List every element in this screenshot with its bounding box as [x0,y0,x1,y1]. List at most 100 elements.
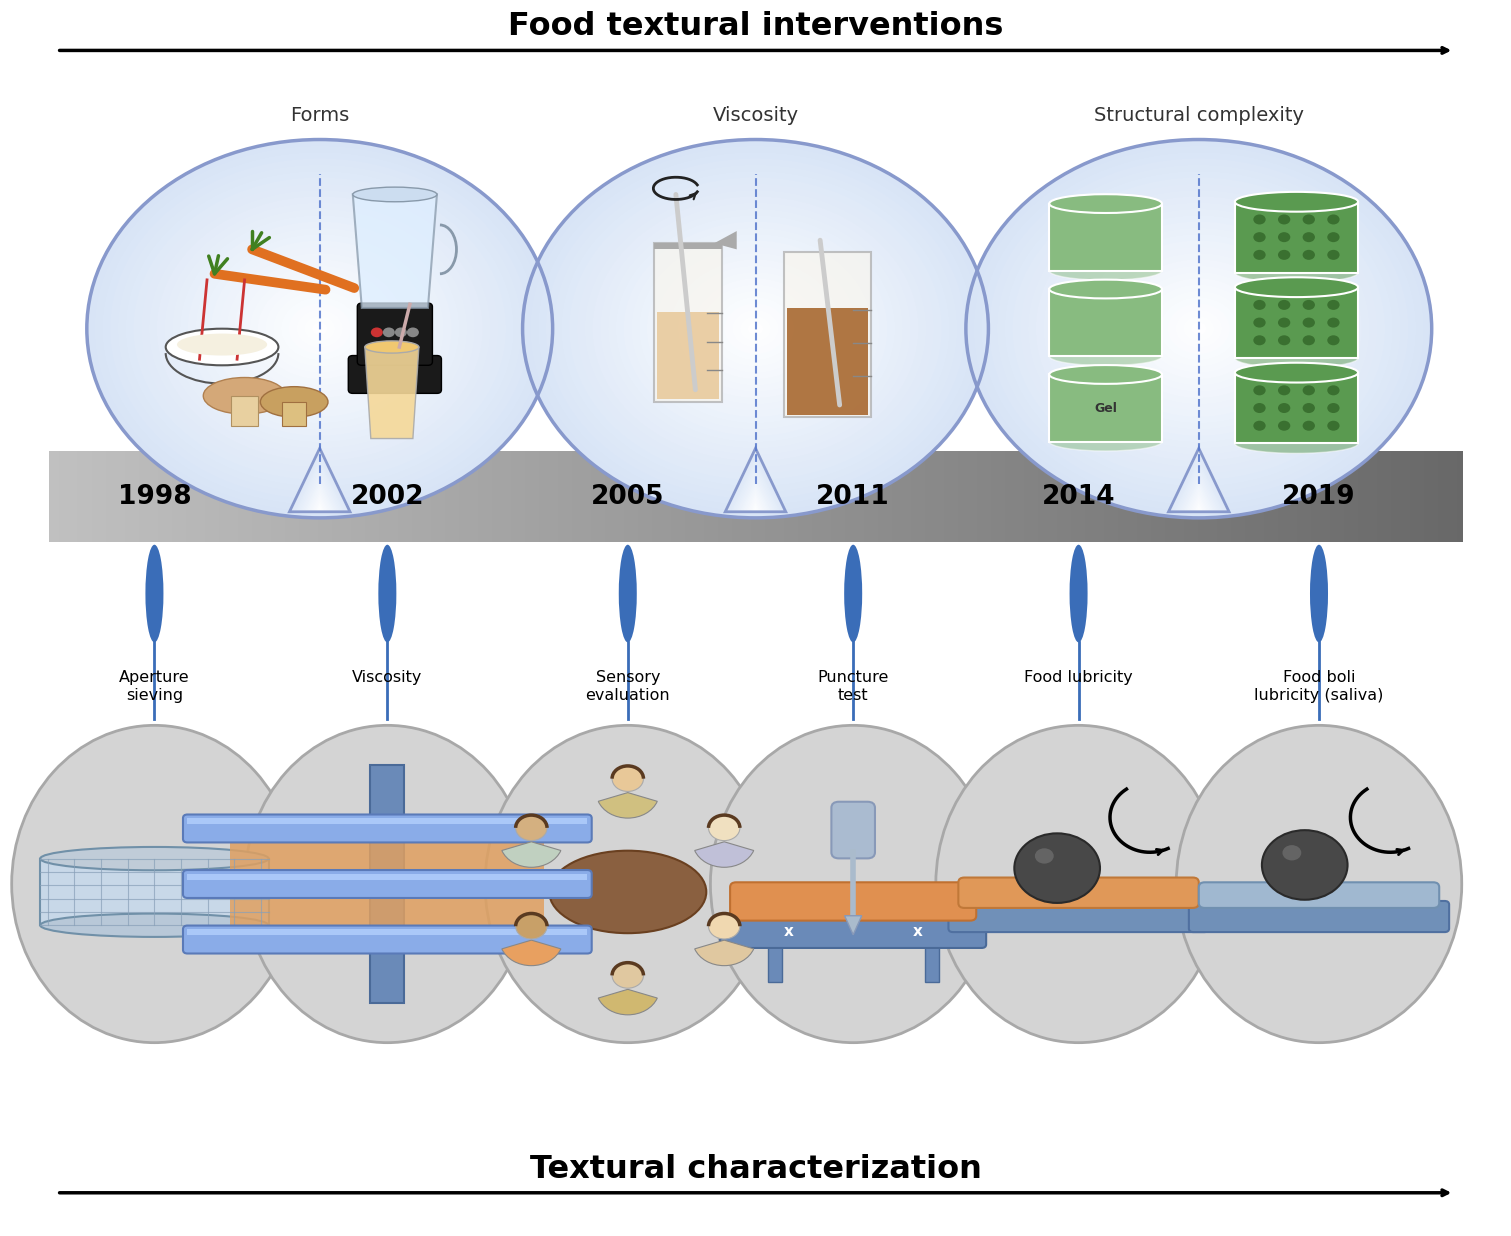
Circle shape [103,152,536,506]
Bar [1000,451,1006,543]
Polygon shape [290,449,351,512]
Bar [157,451,163,543]
Polygon shape [751,502,760,512]
Bar [266,451,272,543]
Ellipse shape [1234,192,1358,211]
Bar [1151,451,1157,543]
Bar [1367,451,1373,543]
Polygon shape [304,477,337,512]
Polygon shape [301,471,340,512]
Bar [1018,451,1026,543]
Bar [1085,451,1091,543]
Circle shape [639,234,872,423]
Circle shape [1153,290,1245,367]
Bar [529,451,536,543]
Bar [493,451,499,543]
Bar [444,451,450,543]
Circle shape [1253,335,1266,345]
Bar [1387,451,1393,543]
Bar [1071,451,1077,543]
Polygon shape [1191,496,1206,512]
Circle shape [150,190,491,467]
Circle shape [394,328,406,337]
Circle shape [616,215,895,442]
Bar [544,451,550,543]
Bar [1014,451,1020,543]
Circle shape [406,328,419,337]
Bar [958,451,964,543]
Text: Food boli
lubricity (saliva): Food boli lubricity (saliva) [1254,670,1384,703]
Circle shape [1283,845,1301,860]
Polygon shape [1179,471,1218,512]
Bar [237,451,243,543]
Bar [987,451,993,543]
Circle shape [1129,272,1269,386]
Bar [1185,451,1191,543]
Circle shape [562,171,949,486]
Polygon shape [295,457,346,512]
Circle shape [1278,250,1290,260]
Bar [684,451,691,543]
Bar [1194,451,1200,543]
Circle shape [1253,215,1266,225]
Polygon shape [296,461,345,512]
Bar [704,451,710,543]
Bar [929,451,935,543]
Bar [1381,451,1389,543]
Bar [595,451,601,543]
Bar [1354,451,1360,543]
Circle shape [530,146,981,512]
Circle shape [1253,420,1266,430]
Bar [246,451,254,543]
Bar [944,451,950,543]
Bar [822,451,828,543]
Ellipse shape [1049,365,1162,384]
Bar [375,451,381,543]
Bar [1105,451,1111,543]
Bar [1098,451,1106,543]
Bar [1419,451,1425,543]
Bar [996,451,1002,543]
Bar [1274,451,1280,543]
Bar [1423,451,1431,543]
Bar [406,451,414,543]
Bar [737,451,743,543]
Circle shape [227,253,413,404]
Bar [231,396,258,426]
Ellipse shape [1049,347,1162,366]
Bar [455,451,461,543]
Bar [1147,451,1153,543]
FancyBboxPatch shape [1049,289,1162,356]
Wedge shape [598,792,657,818]
Bar [413,451,419,543]
Ellipse shape [145,545,163,643]
Bar [1189,451,1195,543]
Polygon shape [292,451,349,512]
Ellipse shape [710,726,996,1043]
Bar [115,451,121,543]
Bar [1165,451,1171,543]
Bar [629,451,635,543]
Bar [130,451,136,543]
Circle shape [600,203,911,455]
Bar [1043,451,1049,543]
Bar [620,451,626,543]
Polygon shape [746,493,765,512]
Bar [709,451,715,543]
Ellipse shape [620,545,636,643]
Bar [768,941,781,983]
Bar [144,451,150,543]
FancyBboxPatch shape [187,929,588,936]
Bar [700,451,706,543]
Circle shape [982,152,1416,506]
Bar [181,451,187,543]
Bar [1179,451,1186,543]
Bar [647,451,653,543]
Bar [1392,451,1398,543]
Polygon shape [736,471,775,512]
Polygon shape [1174,461,1222,512]
Circle shape [709,815,740,840]
Bar [270,451,277,543]
Bar [1127,451,1133,543]
FancyBboxPatch shape [183,926,592,953]
